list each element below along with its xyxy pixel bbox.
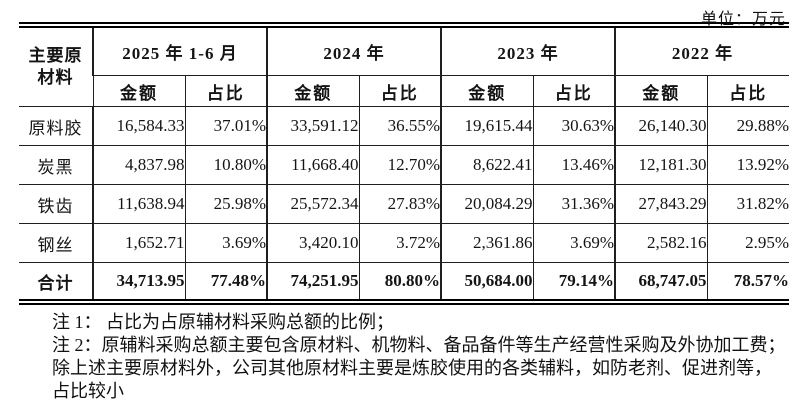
ratio-cell: 29.88% [706, 106, 790, 146]
amount-cell: 11,668.40 [266, 145, 360, 185]
period-header-2023: 2023 年 [440, 24, 616, 76]
table-row-raw-rubber: 原料胶 16,584.33 37.01% 33,591.12 36.55% 19… [19, 106, 790, 146]
amount-cell: 16,584.33 [92, 106, 186, 146]
total-ratio-cell: 80.80% [358, 262, 442, 303]
footnotes: 注 1： 占比为占原辅材料采购总额的比例； 注 2：原辅料采购总额主要包含原材料… [52, 311, 786, 403]
total-amount-cell: 34,713.95 [92, 262, 186, 303]
amount-header: 金额 [440, 75, 534, 107]
table-row-iron-teeth: 铁齿 11,638.94 25.98% 25,572.34 27.83% 20,… [19, 184, 790, 224]
amount-header: 金额 [266, 75, 360, 107]
amount-cell: 11,638.94 [92, 184, 186, 224]
material-label: 原料胶 [19, 106, 94, 146]
amount-cell: 26,140.30 [614, 106, 708, 146]
ratio-cell: 12.70% [358, 145, 442, 185]
ratio-cell: 3.69% [184, 223, 268, 263]
amount-header: 金额 [614, 75, 708, 107]
footnote-line: 注 1： 占比为占原辅材料采购总额的比例； [52, 312, 394, 332]
amount-cell: 20,084.29 [440, 184, 534, 224]
footnote-line: 注 2：原辅料采购总额主要包含原材料、机物料、备品备件等生产经营性采购及外协加工… [52, 335, 786, 355]
total-amount-cell: 68,747.05 [614, 262, 708, 303]
footnote-line: 除上述主要原材料外，公司其他原材料主要是炼胶使用的各类辅料，如防老剂、促进剂等， [52, 358, 772, 378]
ratio-cell: 3.69% [532, 223, 616, 263]
ratio-cell: 31.82% [706, 184, 790, 224]
table-row-total: 合计 34,713.95 77.48% 74,251.95 80.80% 50,… [19, 262, 790, 303]
material-label: 炭黑 [19, 145, 94, 185]
amount-cell: 25,572.34 [266, 184, 360, 224]
total-ratio-cell: 78.57% [706, 262, 790, 303]
amount-cell: 3,420.10 [266, 223, 360, 263]
amount-cell: 8,622.41 [440, 145, 534, 185]
unit-label: 单位：万元 [700, 11, 786, 28]
total-amount-cell: 50,684.00 [440, 262, 534, 303]
period-header-2025: 2025 年 1-6 月 [91, 24, 268, 76]
period-header-2024: 2024 年 [266, 24, 442, 76]
amount-cell: 27,843.29 [614, 184, 708, 224]
amount-cell: 1,652.71 [92, 223, 186, 263]
ratio-cell: 10.80% [184, 145, 268, 185]
table-row-steel-wire: 钢丝 1,652.71 3.69% 3,420.10 3.72% 2,361.8… [19, 223, 790, 263]
amount-cell: 33,591.12 [266, 106, 360, 146]
table-row-carbon-black: 炭黑 4,837.98 10.80% 11,668.40 12.70% 8,62… [19, 145, 790, 185]
amount-header: 金额 [93, 75, 186, 107]
ratio-header: 占比 [358, 75, 442, 107]
ratio-cell: 37.01% [184, 106, 268, 146]
ratio-cell: 31.36% [532, 184, 616, 224]
period-header-2022: 2022 年 [614, 24, 790, 76]
amount-cell: 2,361.86 [440, 223, 534, 263]
corner-header-cell: 主要原材料 [19, 24, 94, 107]
ratio-cell: 27.83% [358, 184, 442, 224]
material-label: 钢丝 [19, 223, 94, 263]
ratio-cell: 13.46% [532, 145, 616, 185]
total-label: 合计 [19, 262, 94, 303]
footnote-line: 占比较小 [52, 381, 124, 401]
total-amount-cell: 74,251.95 [266, 262, 360, 303]
ratio-cell: 36.55% [358, 106, 442, 146]
ratio-cell: 13.92% [706, 145, 790, 185]
material-label: 铁齿 [19, 184, 94, 224]
amount-cell: 12,181.30 [614, 145, 708, 185]
ratio-cell: 2.95% [706, 223, 790, 263]
amount-cell: 4,837.98 [92, 145, 186, 185]
corner-header-label: 主要原材料 [28, 46, 83, 87]
amount-cell: 19,615.44 [440, 106, 534, 146]
ratio-cell: 3.72% [358, 223, 442, 263]
ratio-header: 占比 [184, 75, 268, 107]
ratio-cell: 30.63% [532, 106, 616, 146]
total-ratio-cell: 77.48% [184, 262, 268, 303]
ratio-cell: 25.98% [184, 184, 268, 224]
ratio-header: 占比 [532, 75, 616, 107]
amount-cell: 2,582.16 [614, 223, 708, 263]
total-ratio-cell: 79.14% [532, 262, 616, 303]
materials-table: 主要原材料 2025 年 1-6 月 2024 年 2023 年 2022 年 … [19, 22, 790, 305]
unit-row: 单位：万元 [0, 0, 800, 28]
ratio-header: 占比 [706, 75, 790, 107]
